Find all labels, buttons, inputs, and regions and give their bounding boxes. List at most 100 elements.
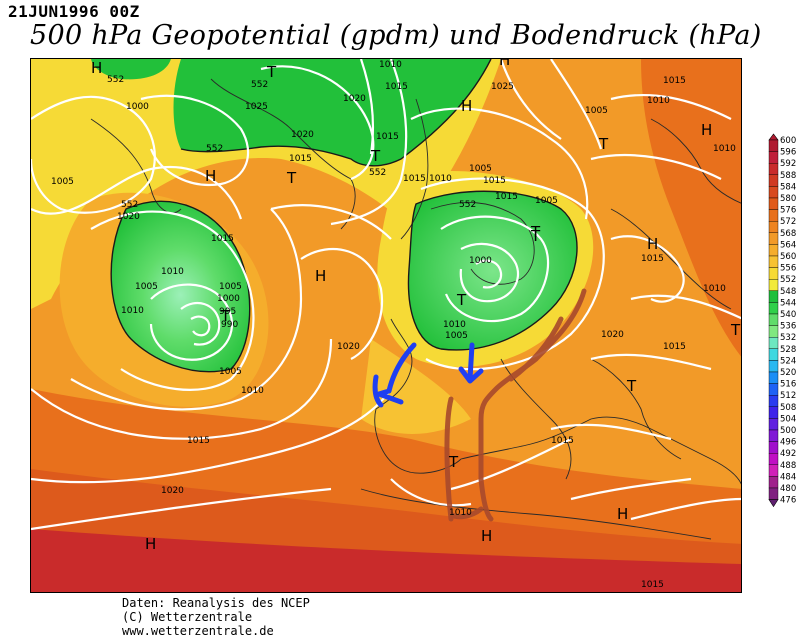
contour-552: [110, 59, 578, 373]
credit-line[interactable]: www.wetterzentrale.de: [122, 624, 274, 638]
pressure-label: 552: [459, 200, 476, 210]
legend-tick-label: 516: [780, 380, 796, 390]
legend-swatch: [768, 429, 779, 442]
legend-swatch: [768, 453, 779, 466]
green-low-west: [111, 201, 250, 372]
blue-arrows: [372, 342, 484, 408]
center-marker: T: [286, 169, 297, 187]
legend-tick-label: 496: [780, 438, 796, 448]
center-marker: H: [647, 235, 658, 253]
legend-swatch: [768, 441, 779, 454]
field-yellow-iberia: [361, 339, 471, 434]
field-band-east: [641, 59, 741, 357]
pressure-label: 1015: [551, 436, 574, 446]
pressure-centers: H H H H T T T T T T H H H H H T T T T H …: [91, 59, 741, 553]
legend-tick-label: 532: [780, 333, 796, 343]
legend-tick-label: 512: [780, 391, 796, 401]
legend-swatch: [768, 151, 779, 164]
legend-swatch: [768, 267, 779, 280]
pressure-label: 1015: [211, 234, 234, 244]
pressure-label: 1000: [469, 256, 492, 266]
legend-tick-label: 540: [780, 310, 796, 320]
center-marker: T: [266, 63, 277, 81]
pressure-label: 1020: [291, 130, 314, 140]
legend-tick-label: 544: [780, 298, 796, 308]
legend-swatch: [768, 163, 779, 176]
center-marker: H: [617, 505, 628, 523]
legend-swatch: [768, 244, 779, 257]
center-marker: T: [626, 377, 637, 395]
legend-swatch: [768, 220, 779, 233]
pressure-label: 1015: [483, 176, 506, 186]
legend-tick-label: 536: [780, 322, 796, 332]
pressure-label: 1005: [535, 196, 558, 206]
legend-swatch: [768, 139, 779, 152]
pressure-label: 1010: [429, 174, 452, 184]
center-marker: T: [456, 291, 467, 309]
legend-tick-label: 476: [780, 496, 796, 506]
legend-swatch: [768, 336, 779, 349]
legend-tick-label: 500: [780, 426, 796, 436]
pressure-label: 1020: [161, 486, 184, 496]
color-legend: 600 596 592 588 584 580 576 572 568 564 560 556 552 5…: [763, 133, 799, 517]
legend-tick-label: 508: [780, 403, 796, 413]
pressure-label: 1005: [51, 177, 74, 187]
weather-map: 552 552 552 552 552 552 1010 1015 1000 1…: [30, 58, 742, 593]
pressure-label: 1015: [187, 436, 210, 446]
credit-line: Daten: Reanalysis des NCEP: [122, 596, 310, 610]
pressure-label: 1020: [343, 94, 366, 104]
center-marker: T: [598, 135, 609, 153]
legend-swatch: [768, 290, 779, 303]
legend-swatch: [768, 383, 779, 396]
legend-tick-label: 552: [780, 275, 796, 285]
legend-tick-label: 584: [780, 182, 796, 192]
legend-tick-label: 580: [780, 194, 796, 204]
pressure-label: 1010: [443, 320, 466, 330]
legend-tick-label: 564: [780, 240, 796, 250]
pressure-label: 1025: [491, 82, 514, 92]
pressure-label: 1005: [585, 106, 608, 116]
center-marker: H: [205, 167, 216, 185]
legend-swatch: [768, 348, 779, 361]
pressure-label: 1005: [219, 282, 242, 292]
pressure-label: 1010: [161, 267, 184, 277]
legend-swatch: [768, 302, 779, 315]
pressure-label: 552: [206, 144, 223, 154]
pressure-label: 1010: [713, 144, 736, 154]
legend-swatch: [768, 313, 779, 326]
pressure-label: 1005: [469, 164, 492, 174]
pressure-label: 552: [369, 168, 386, 178]
green-low-nw: [91, 59, 171, 80]
field-band-588: [31, 529, 741, 592]
chart-title: 500 hPa Geopotential (gpdm) und Bodendru…: [30, 20, 762, 51]
legend-swatch: [768, 255, 779, 268]
center-marker: H: [499, 59, 510, 69]
pressure-label: 1020: [337, 342, 360, 352]
legend-tick-label: 560: [780, 252, 796, 262]
center-marker: H: [481, 527, 492, 545]
pressure-label: 1015: [641, 254, 664, 264]
legend-tick-label: 492: [780, 449, 796, 459]
center-marker: T: [530, 223, 541, 241]
legend-tick-label: 568: [780, 229, 796, 239]
pressure-label: 1000: [217, 294, 240, 304]
credit-line: (C) Wetterzentrale: [122, 610, 253, 624]
pressure-label: 1010: [379, 60, 402, 70]
legend-tick-label: 524: [780, 356, 796, 366]
legend-tick-label: 480: [780, 484, 796, 494]
pressure-label: 1020: [601, 330, 624, 340]
pressure-label: 1000: [126, 102, 149, 112]
pressure-label: 1020: [117, 212, 140, 222]
pressure-label: 552: [121, 200, 138, 210]
legend-swatch: [768, 360, 779, 373]
green-low-north: [173, 59, 491, 166]
pressure-label: 1015: [385, 82, 408, 92]
pressure-label: 1015: [289, 154, 312, 164]
center-marker: T: [370, 147, 381, 165]
pressure-label: 1005: [219, 367, 242, 377]
legend-swatch: [768, 278, 779, 291]
center-marker: H: [145, 535, 156, 553]
pressure-label: 1025: [245, 102, 268, 112]
pressure-label: 1010: [241, 386, 264, 396]
